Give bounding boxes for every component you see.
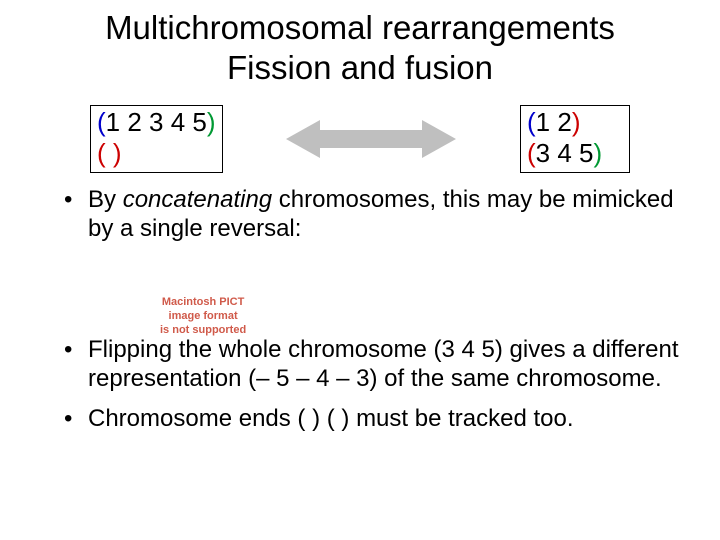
bullet-2: Flipping the whole chromosome (3 4 5) gi… xyxy=(60,335,680,394)
b1-pre: By xyxy=(88,186,123,213)
bullet-list: By concatenating chromosomes, this may b… xyxy=(0,177,720,433)
right-chromosome-box: (1 2) (3 4 5) xyxy=(520,105,630,172)
title-line-2: Fission and fusion xyxy=(227,49,493,86)
right-line-2: (3 4 5) xyxy=(527,138,623,169)
paren-open: ( xyxy=(527,107,536,137)
paren-open: ( xyxy=(527,138,536,168)
right-nums-2: 3 4 5 xyxy=(536,138,594,168)
right-line-1: (1 2) xyxy=(527,107,623,138)
slide-title: Multichromosomal rearrangements Fission … xyxy=(0,0,720,87)
bullet-3: Chromosome ends ( ) ( ) must be tracked … xyxy=(60,404,680,433)
pict-l2: image format xyxy=(160,310,246,324)
paren-open: ( xyxy=(97,138,106,168)
image-gap xyxy=(60,253,680,335)
pict-l1: Macintosh PICT xyxy=(160,296,246,310)
paren-close: ) xyxy=(207,107,216,137)
left-chromosome-box: (1 2 3 4 5) ( ) xyxy=(90,105,223,172)
left-line-2: ( ) xyxy=(97,138,216,169)
left-line-1: (1 2 3 4 5) xyxy=(97,107,216,138)
paren-close: ) xyxy=(113,138,122,168)
paren-open: ( xyxy=(97,107,106,137)
arrow-shape xyxy=(286,120,456,158)
paren-close: ) xyxy=(593,138,602,168)
double-arrow-icon xyxy=(286,118,456,160)
pict-placeholder: Macintosh PICT image format is not suppo… xyxy=(160,296,246,337)
right-nums-1: 1 2 xyxy=(536,107,572,137)
double-arrow xyxy=(286,118,456,160)
b1-em: concatenating xyxy=(123,186,272,213)
diagram-row: (1 2 3 4 5) ( ) (1 2) (3 4 5) xyxy=(0,93,720,176)
title-line-1: Multichromosomal rearrangements xyxy=(105,9,615,46)
left-nums-1: 1 2 3 4 5 xyxy=(106,107,207,137)
bullet-1: By concatenating chromosomes, this may b… xyxy=(60,185,680,244)
pict-l3: is not supported xyxy=(160,324,246,338)
paren-close: ) xyxy=(572,107,581,137)
